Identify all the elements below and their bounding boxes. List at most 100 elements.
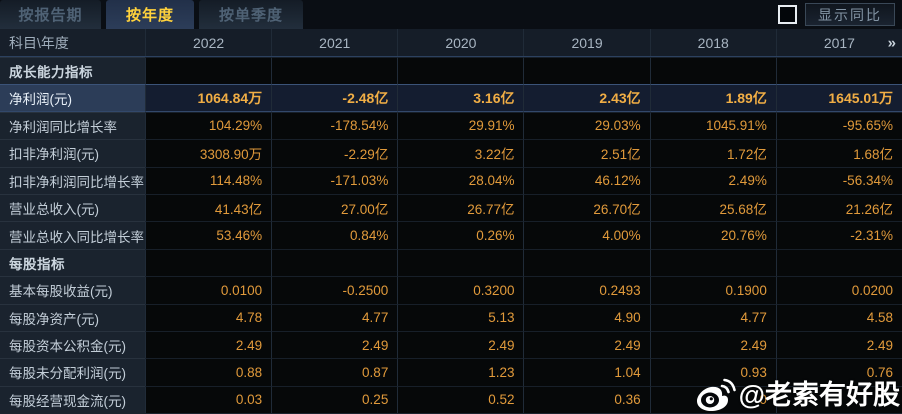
- value-cell: 53.46%: [145, 221, 272, 249]
- value-cell: 0.36: [523, 385, 650, 414]
- value-cell: 1.04: [523, 358, 650, 386]
- value-cell: [775, 57, 902, 85]
- value-cell: [271, 248, 398, 277]
- table-header-row: 科目\年度 2022 2021 2020 2019 2018 2017»: [0, 29, 902, 57]
- year-header-2019: 2019: [523, 29, 650, 56]
- row-label: 每股未分配利润(元): [0, 358, 145, 386]
- value-cell: 2.49: [523, 330, 650, 359]
- table-row: 每股净资产(元) 4.78 4.77 5.13 4.90 4.77 4.58: [0, 303, 902, 331]
- more-years-icon[interactable]: »: [887, 34, 896, 51]
- table-row: 营业总收入(元) 41.43亿 27.00亿 26.77亿 26.70亿 25.68亿 21…: [0, 193, 902, 222]
- value-cell: 5.13: [397, 303, 524, 331]
- value-cell: 0.88: [145, 358, 272, 386]
- value-cell: 4.77: [649, 303, 776, 331]
- value-cell: 28.04%: [397, 166, 524, 194]
- value-cell: 0.3200: [397, 276, 524, 304]
- value-cell: 0.0100: [145, 276, 272, 304]
- value-cell: 0.84%: [271, 221, 398, 249]
- value-cell: 25.68亿: [649, 193, 776, 222]
- value-cell: 4.90: [523, 303, 650, 331]
- table-row: 净利润(元) 1064.84万 -2.48亿 3.16亿 2.43亿 1.89亿 1645.…: [0, 84, 902, 112]
- row-label: 成长能力指标: [0, 57, 145, 85]
- value-cell: -0.2500: [271, 276, 398, 304]
- value-cell: 2.49: [649, 330, 776, 359]
- value-cell: 0.52: [397, 385, 524, 414]
- value-cell: 26.77亿: [397, 193, 524, 222]
- row-label: 营业总收入同比增长率: [0, 221, 145, 249]
- row-label: 营业总收入(元): [0, 193, 145, 222]
- value-cell: 3.22亿: [397, 139, 524, 167]
- value-cell: [397, 248, 524, 277]
- table-row: 扣非净利润(元) 3308.90万 -2.29亿 3.22亿 2.51亿 1.72亿 1.6…: [0, 139, 902, 167]
- value-cell: -95.65%: [775, 111, 902, 140]
- table-row: 扣非净利润同比增长率 114.48% -171.03% 28.04% 46.12% 2.4…: [0, 166, 902, 194]
- value-cell: 27.00亿: [271, 193, 398, 222]
- value-cell: 2.49: [145, 330, 272, 359]
- row-label: 每股净资产(元): [0, 303, 145, 331]
- value-cell: 41.43亿: [145, 193, 272, 222]
- value-cell: 2.49: [271, 330, 398, 359]
- value-cell: [775, 385, 902, 414]
- tab-by-quarter[interactable]: 按单季度: [199, 0, 303, 29]
- value-cell: [649, 248, 776, 277]
- value-cell: -2.29亿: [271, 139, 398, 167]
- tab-by-year[interactable]: 按年度: [106, 0, 194, 29]
- section-row: 成长能力指标: [0, 57, 902, 85]
- row-label: 每股资本公积金(元): [0, 330, 145, 359]
- value-cell: 3.16亿: [397, 84, 524, 112]
- value-cell: 1045.91%: [649, 111, 776, 140]
- value-cell: -2.48亿: [271, 84, 398, 112]
- value-cell: 1645.01万: [775, 84, 902, 112]
- value-cell: 0.03: [145, 385, 272, 414]
- section-row: 每股指标: [0, 248, 902, 277]
- value-cell: 0.76: [775, 358, 902, 386]
- value-cell: 20.76%: [649, 221, 776, 249]
- show-yoy-checkbox[interactable]: [778, 5, 797, 24]
- table-row: 每股未分配利润(元) 0.88 0.87 1.23 1.04 0.93 0.76: [0, 358, 902, 386]
- value-cell: 1.72亿: [649, 139, 776, 167]
- corner-header-cell: 科目\年度: [0, 29, 145, 56]
- table-row: 每股经营现金流(元) 0.03 0.25 0.52 0.36 0: [0, 385, 902, 414]
- value-cell: -2.31%: [775, 221, 902, 249]
- year-header-2022: 2022: [145, 29, 272, 56]
- value-cell: 1.68亿: [775, 139, 902, 167]
- value-cell: 0: [649, 385, 776, 414]
- value-cell: 0.2493: [523, 276, 650, 304]
- value-cell: 0.87: [271, 358, 398, 386]
- value-cell: 2.49: [397, 330, 524, 359]
- value-cell: 1064.84万: [145, 84, 272, 112]
- tab-bar: 按报告期 按年度 按单季度 显示同比: [0, 0, 902, 29]
- value-cell: -178.54%: [271, 111, 398, 140]
- value-cell: 104.29%: [145, 111, 272, 140]
- row-label: 每股指标: [0, 248, 145, 277]
- value-cell: -171.03%: [271, 166, 398, 194]
- value-cell: 0.0200: [775, 276, 902, 304]
- value-cell: [649, 57, 776, 85]
- value-cell: 0.1900: [649, 276, 776, 304]
- value-cell: [775, 248, 902, 277]
- value-cell: 4.78: [145, 303, 272, 331]
- value-cell: 4.77: [271, 303, 398, 331]
- year-header-2018: 2018: [649, 29, 776, 56]
- value-cell: 29.91%: [397, 111, 524, 140]
- value-cell: -56.34%: [775, 166, 902, 194]
- value-cell: 2.43亿: [523, 84, 650, 112]
- value-cell: [145, 57, 272, 85]
- value-cell: 4.00%: [523, 221, 650, 249]
- value-cell: 46.12%: [523, 166, 650, 194]
- value-cell: 21.26亿: [775, 193, 902, 222]
- show-yoy-button[interactable]: 显示同比: [805, 3, 895, 26]
- year-header-2017: 2017»: [775, 29, 902, 56]
- table-row: 基本每股收益(元) 0.0100 -0.2500 0.3200 0.2493 0.1900…: [0, 276, 902, 304]
- value-cell: [523, 248, 650, 277]
- financial-table: 科目\年度 2022 2021 2020 2019 2018 2017» 成长能力指标 净利…: [0, 29, 902, 414]
- value-cell: 3308.90万: [145, 139, 272, 167]
- row-label: 净利润(元): [0, 84, 145, 112]
- tab-by-report-period[interactable]: 按报告期: [0, 0, 101, 29]
- year-header-2020: 2020: [397, 29, 524, 56]
- value-cell: 2.49%: [649, 166, 776, 194]
- value-cell: 2.49: [775, 330, 902, 359]
- value-cell: 29.03%: [523, 111, 650, 140]
- row-label: 净利润同比增长率: [0, 111, 145, 140]
- value-cell: [523, 57, 650, 85]
